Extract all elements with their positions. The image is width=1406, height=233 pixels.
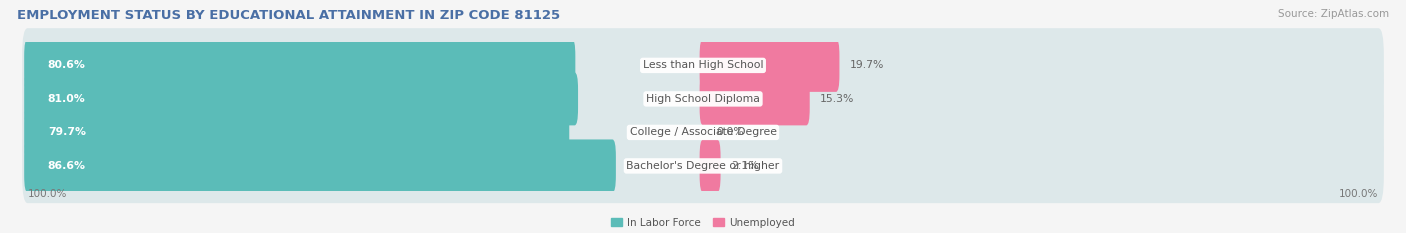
Text: 19.7%: 19.7% <box>849 60 884 70</box>
Text: 79.7%: 79.7% <box>48 127 86 137</box>
FancyBboxPatch shape <box>24 39 575 92</box>
Text: 100.0%: 100.0% <box>1339 189 1378 199</box>
Text: 0.0%: 0.0% <box>717 127 744 137</box>
FancyBboxPatch shape <box>700 72 810 125</box>
Text: 81.0%: 81.0% <box>48 94 86 104</box>
FancyBboxPatch shape <box>22 28 1384 103</box>
Text: Source: ZipAtlas.com: Source: ZipAtlas.com <box>1278 9 1389 19</box>
Text: EMPLOYMENT STATUS BY EDUCATIONAL ATTAINMENT IN ZIP CODE 81125: EMPLOYMENT STATUS BY EDUCATIONAL ATTAINM… <box>17 9 560 22</box>
Text: 2.1%: 2.1% <box>731 161 758 171</box>
FancyBboxPatch shape <box>22 95 1384 170</box>
Legend: In Labor Force, Unemployed: In Labor Force, Unemployed <box>612 218 794 228</box>
FancyBboxPatch shape <box>700 140 720 192</box>
Text: 15.3%: 15.3% <box>820 94 855 104</box>
Text: College / Associate Degree: College / Associate Degree <box>630 127 776 137</box>
Text: Bachelor's Degree or higher: Bachelor's Degree or higher <box>627 161 779 171</box>
Text: Less than High School: Less than High School <box>643 60 763 70</box>
FancyBboxPatch shape <box>24 140 616 192</box>
FancyBboxPatch shape <box>24 106 569 159</box>
FancyBboxPatch shape <box>700 39 839 92</box>
FancyBboxPatch shape <box>22 62 1384 136</box>
FancyBboxPatch shape <box>24 72 578 125</box>
Text: High School Diploma: High School Diploma <box>647 94 759 104</box>
FancyBboxPatch shape <box>22 129 1384 203</box>
Text: 80.6%: 80.6% <box>48 60 86 70</box>
Text: 100.0%: 100.0% <box>28 189 67 199</box>
Text: 86.6%: 86.6% <box>48 161 86 171</box>
